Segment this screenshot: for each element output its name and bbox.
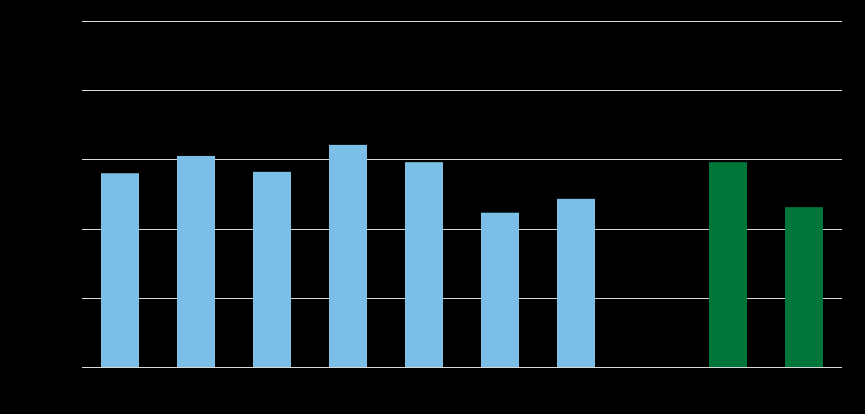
bar [253, 171, 291, 367]
bar [177, 155, 215, 367]
bar [557, 198, 595, 367]
bar [481, 212, 519, 367]
bar [101, 173, 139, 367]
bar [785, 207, 823, 367]
bar [405, 162, 443, 367]
bar [709, 162, 747, 367]
bar [329, 144, 367, 367]
